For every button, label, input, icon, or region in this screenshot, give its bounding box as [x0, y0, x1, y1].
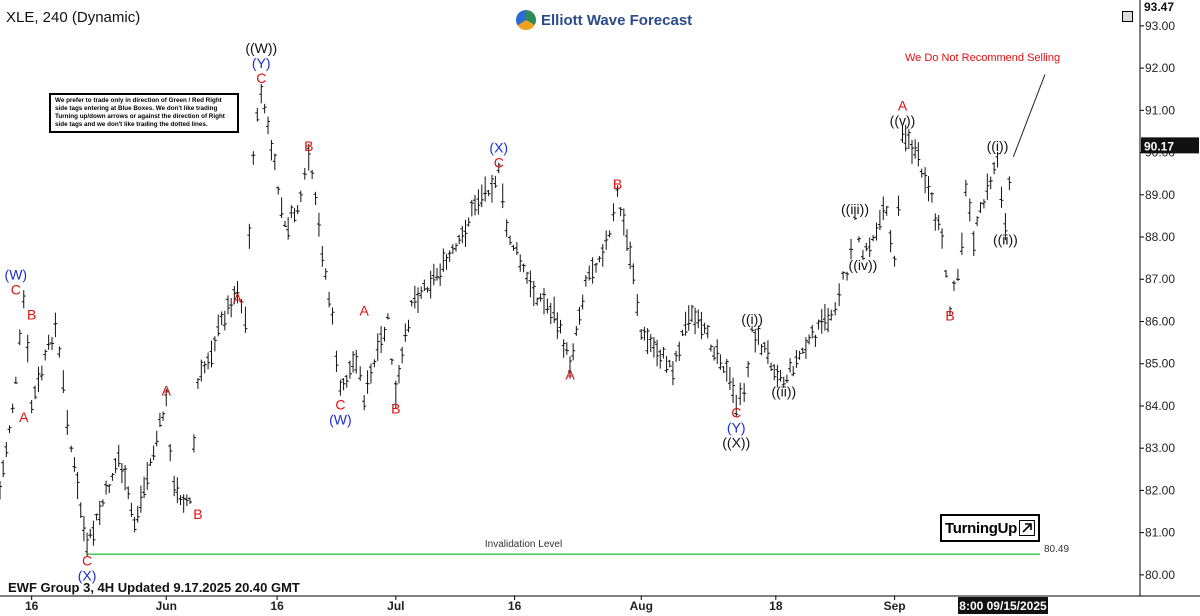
brand-name: Elliott Wave Forecast: [541, 11, 693, 29]
y-tick-label: 85.00: [1145, 357, 1175, 371]
wave-label: C: [256, 70, 266, 86]
y-tick-label: 87.00: [1145, 272, 1175, 286]
x-tick-label: 16: [25, 599, 39, 613]
y-tick-label: 92.00: [1145, 61, 1175, 75]
arrow-up-right-icon: [1019, 520, 1035, 536]
wave-label: C: [494, 155, 504, 171]
wave-label: (W): [329, 411, 352, 427]
wave-label: ((ii)): [771, 384, 796, 400]
y-tick-label: 89.00: [1145, 188, 1175, 202]
price-tag-label: 90.17: [1144, 139, 1174, 153]
brand-header: Elliott Wave Forecast: [516, 10, 692, 30]
x-tick-label: Sep: [884, 599, 906, 613]
x-tick-label: 18: [769, 599, 783, 613]
x-tick-label: 16: [270, 599, 284, 613]
y-tick-label: 91.00: [1145, 103, 1175, 117]
wave-label: ((v)): [890, 112, 916, 128]
symbol-title: XLE, 240 (Dynamic): [6, 9, 141, 26]
invalidation-label: Invalidation Level: [485, 539, 562, 550]
disclaimer-box: We prefer to trade only in direction of …: [49, 93, 239, 133]
price-tag-box: [1141, 137, 1199, 154]
wave-label: B: [945, 308, 954, 324]
warning-text: We Do Not Recommend Selling: [905, 52, 1061, 64]
y-tick-label: 82.00: [1145, 483, 1175, 497]
y-tick-label: 86.00: [1145, 314, 1175, 328]
price-tag-label: 93.47: [1144, 0, 1174, 14]
wave-label: C: [82, 553, 92, 569]
wave-label: ((iv)): [849, 257, 878, 273]
x-tick-label: Aug: [630, 599, 653, 613]
wave-label: ((X)): [722, 435, 750, 451]
x-tick-label: Jun: [156, 599, 177, 613]
wave-label: A: [233, 291, 243, 307]
invalidation-value: 80.49: [1044, 544, 1069, 555]
y-tick-label: 81.00: [1145, 526, 1175, 540]
x-cursor-box: [958, 597, 1048, 614]
wave-label: (Y): [252, 55, 271, 71]
wave-label: A: [898, 97, 908, 113]
y-tick-label: 83.00: [1145, 441, 1175, 455]
update-footer: EWF Group 3, 4H Updated 9.17.2025 20.40 …: [8, 580, 300, 595]
badge-label: TurningUp: [945, 519, 1017, 537]
square-icon[interactable]: [1122, 11, 1133, 22]
wave-label: (X): [78, 568, 97, 584]
wave-label: ((ii)): [993, 232, 1018, 248]
wave-label: ((W)): [245, 40, 277, 56]
wave-label: ((iii)): [841, 201, 869, 217]
wave-label: (W): [5, 266, 28, 282]
wave-label: C: [731, 405, 741, 421]
y-tick-label: 93.00: [1145, 19, 1175, 33]
wave-label: A: [565, 367, 575, 383]
wave-label: C: [11, 281, 21, 297]
x-tick-label: Jul: [387, 599, 404, 613]
wave-label: (Y): [727, 420, 746, 436]
y-tick-label: 84.00: [1145, 399, 1175, 413]
wave-label: A: [162, 383, 172, 399]
projection-line: [1012, 74, 1046, 157]
y-tick-label: 80.00: [1145, 568, 1175, 582]
x-tick-label: 16: [508, 599, 522, 613]
wave-label: A: [359, 302, 369, 318]
ewf-logo-icon: [516, 10, 536, 30]
wave-label: B: [27, 307, 36, 323]
x-cursor-label: 8:00 09/15/2025: [959, 599, 1047, 613]
wave-label: B: [304, 138, 313, 154]
wave-label: ((i)): [741, 311, 763, 327]
wave-label: (X): [489, 140, 508, 156]
wave-label: A: [19, 409, 29, 425]
turning-up-badge: TurningUp: [940, 514, 1040, 542]
wave-label: B: [193, 506, 202, 522]
wave-label: B: [613, 176, 622, 192]
wave-label: ((i)): [987, 138, 1009, 154]
wave-label: B: [391, 401, 400, 417]
wave-label: C: [335, 396, 345, 412]
y-tick-label: 88.00: [1145, 230, 1175, 244]
